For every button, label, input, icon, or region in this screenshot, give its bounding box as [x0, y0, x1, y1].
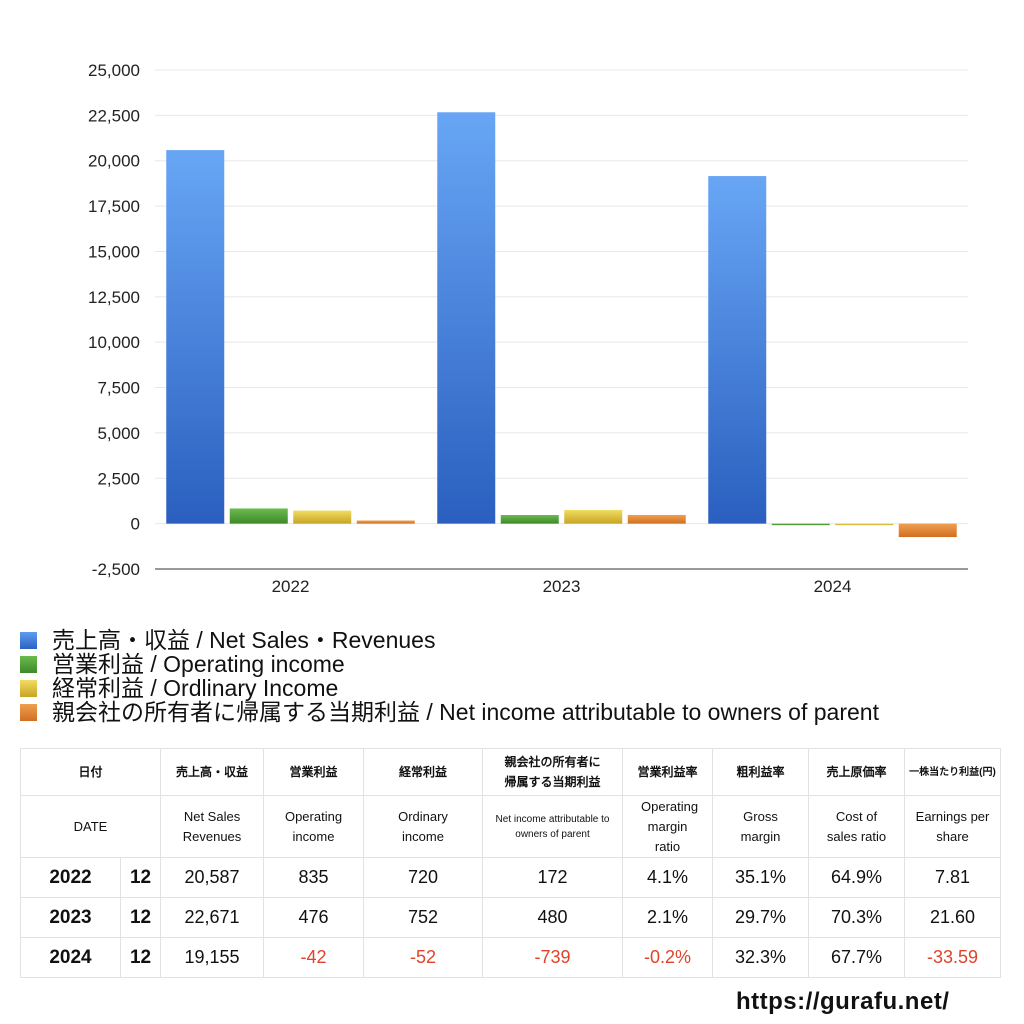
table-row: 2023 12 22,671 476 752 480 2.1% 29.7% 70.3% 21.60: [20, 897, 1002, 938]
legend-item-net-income: 親会社の所有者に帰属する当期利益 / Net income attributab…: [20, 700, 879, 724]
y-tick-label: 15,000: [88, 242, 140, 261]
table-cell: 2024: [20, 937, 121, 978]
table-row: 2022 12 20,587 835 720 172 4.1% 35.1% 64.9% 7.81: [20, 857, 1002, 898]
legend-swatch: [20, 679, 37, 697]
table-cell: 20,587: [160, 857, 265, 898]
financial-table: 日付 売上高・収益 営業利益 経常利益 親会社の所有者に帰属する当期利益 営業利…: [19, 748, 1002, 978]
y-tick-label: 0: [131, 515, 140, 534]
table-cell: 2022: [20, 857, 121, 898]
y-tick-label: -2,500: [92, 560, 140, 579]
table-cell: 19,155: [160, 937, 265, 978]
y-tick-label: 17,500: [88, 197, 140, 216]
table-cell: 21.60: [904, 897, 1002, 938]
header-cell: Operating margin ratio: [622, 795, 714, 858]
table-cell: 12: [119, 897, 162, 938]
bar-2022-series-0: [166, 150, 225, 524]
header-cell: 営業利益率: [622, 748, 714, 796]
legend: 売上高・収益 / Net Sales・Revenues 営業利益 / Opera…: [20, 628, 879, 724]
y-tick-label: 10,000: [88, 333, 140, 352]
y-tick-label: 2,500: [97, 469, 140, 488]
table-cell: 720: [363, 857, 484, 898]
y-tick-label: 5,000: [97, 424, 140, 443]
header-cell: Gross margin: [712, 795, 810, 858]
legend-label: 親会社の所有者に帰属する当期利益 / Net income attributab…: [52, 699, 879, 725]
y-tick-label: 12,500: [88, 288, 140, 307]
legend-label: 売上高・収益 / Net Sales・Revenues: [52, 627, 436, 653]
legend-item-ordinary-income: 経常利益 / Ordlinary Income: [20, 676, 879, 700]
table-cell: 172: [482, 857, 624, 898]
legend-item-net-sales: 売上高・収益 / Net Sales・Revenues: [20, 628, 879, 652]
header-cell: 売上原価率: [808, 748, 906, 796]
table-cell: 35.1%: [712, 857, 810, 898]
table-cell: -33.59: [904, 937, 1002, 978]
x-tick-label: 2023: [543, 577, 581, 596]
legend-swatch: [20, 631, 37, 649]
table-cell: 480: [482, 897, 624, 938]
y-tick-label: 20,000: [88, 152, 140, 171]
table-cell: 12: [119, 857, 162, 898]
bar-chart: 25,000 22,500 20,000 17,500 15,000 12,500 10,0…: [88, 61, 968, 596]
y-tick-label: 25,000: [88, 61, 140, 80]
header-cell: 日付: [19, 748, 162, 796]
bar-2024-series-3: [898, 523, 957, 538]
table-cell: 4.1%: [622, 857, 714, 898]
header-cell: 一株当たり利益(円): [904, 748, 1002, 796]
header-cell: Earnings per share: [904, 795, 1002, 858]
table-row: 2024 12 19,155 -42 -52 -739 -0.2% 32.3% 67.7% -33…: [20, 937, 1002, 978]
table-cell: -42: [263, 937, 365, 978]
table-cell: -52: [363, 937, 484, 978]
header-cell: 粗利益率: [712, 748, 810, 796]
header-cell: Net income attributable to owners of par…: [482, 795, 624, 858]
bar-2024-series-0: [708, 176, 767, 524]
header-cell: Operating income: [263, 795, 365, 858]
bar-2024-series-2: [835, 523, 894, 526]
header-cell: 親会社の所有者に帰属する当期利益: [482, 748, 624, 796]
table-cell: 67.7%: [808, 937, 906, 978]
legend-label: 経常利益 / Ordlinary Income: [52, 675, 339, 701]
header-cell: Ordinary income: [363, 795, 484, 858]
bar-2023-series-2: [564, 509, 623, 524]
table-cell: 29.7%: [712, 897, 810, 938]
bar-2024-series-1: [771, 523, 830, 526]
legend-item-operating-income: 営業利益 / Operating income: [20, 652, 879, 676]
header-row-jp: 日付 売上高・収益 営業利益 経常利益 親会社の所有者に帰属する当期利益 営業利…: [19, 748, 1002, 796]
header-cell: Cost of sales ratio: [808, 795, 906, 858]
y-tick-label: 7,500: [97, 379, 140, 398]
bar-2022-series-1: [229, 508, 288, 524]
site-url: https://gurafu.net/: [736, 988, 950, 1015]
header-cell: DATE: [19, 795, 162, 858]
y-tick-label: 22,500: [88, 106, 140, 125]
bar-2023-series-1: [500, 514, 559, 524]
legend-swatch: [20, 655, 37, 673]
bar-2023-series-3: [627, 514, 686, 524]
table-cell: 476: [263, 897, 365, 938]
table-cell: 12: [119, 937, 162, 978]
header-cell: 営業利益: [263, 748, 365, 796]
legend-swatch: [20, 703, 37, 721]
table-cell: 835: [263, 857, 365, 898]
table-cell: 32.3%: [712, 937, 810, 978]
table-cell: 7.81: [904, 857, 1002, 898]
table-cell: -739: [482, 937, 624, 978]
bar-2022-series-2: [293, 510, 352, 524]
bar-2022-series-3: [356, 520, 415, 524]
header-cell: Net Sales Revenues: [160, 795, 265, 858]
legend-label: 営業利益 / Operating income: [52, 651, 345, 677]
header-cell: 売上高・収益: [160, 748, 265, 796]
x-tick-label: 2022: [272, 577, 310, 596]
table-cell: -0.2%: [622, 937, 714, 978]
header-cell: 経常利益: [363, 748, 484, 796]
table-cell: 752: [363, 897, 484, 938]
table-cell: 22,671: [160, 897, 265, 938]
header-row-en: DATE Net Sales Revenues Operating income…: [19, 795, 1002, 858]
bar-2023-series-0: [437, 112, 496, 524]
table-cell: 64.9%: [808, 857, 906, 898]
table-cell: 70.3%: [808, 897, 906, 938]
table-cell: 2023: [20, 897, 121, 938]
x-tick-label: 2024: [814, 577, 852, 596]
table-cell: 2.1%: [622, 897, 714, 938]
